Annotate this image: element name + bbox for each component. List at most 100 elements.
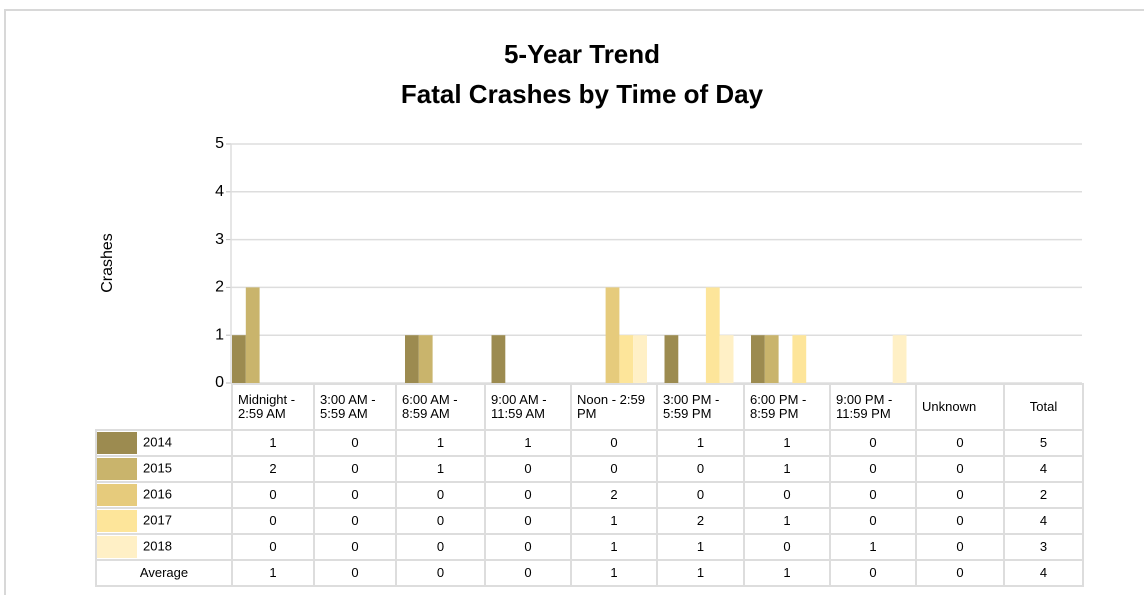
table-cell: 1 [743, 429, 831, 457]
table-cell: 1 [570, 507, 658, 535]
table-row: 2017 0 0 0 0 1 2 1 0 0 4 [95, 507, 1084, 535]
chart-subtitle: Fatal Crashes by Time of Day [401, 79, 764, 109]
table-cell: 0 [313, 507, 397, 535]
table-cell: 1 [484, 429, 572, 457]
table-cell: 0 [829, 455, 917, 483]
column-header: 9:00 AM - 11:59 AM [484, 383, 572, 431]
table-row: 2015 2 0 1 0 0 0 1 0 0 4 [95, 455, 1084, 483]
table-cell: 0 [231, 481, 315, 509]
bar [764, 335, 779, 383]
frame [4, 9, 1144, 595]
table-cell: 0 [829, 429, 917, 457]
table-cell: 0 [915, 481, 1005, 509]
table-cell: 0 [313, 429, 397, 457]
table-row: 2018 0 0 0 0 1 1 0 1 0 3 [95, 533, 1084, 561]
y-tick-label: 0 [215, 374, 224, 391]
table-cell: 0 [656, 455, 745, 483]
table-cell: 3 [1003, 533, 1084, 561]
table-cell: 1 [231, 559, 315, 587]
table-cell: 0 [915, 559, 1005, 587]
table-cell: 2 [656, 507, 745, 535]
legend-swatch [97, 458, 137, 480]
table-cell: 0 [484, 559, 572, 587]
table-cell: 0 [313, 559, 397, 587]
table-cell: 0 [829, 481, 917, 509]
table-cell: 1 [395, 455, 486, 483]
y-tick-label: 3 [215, 231, 224, 248]
legend-swatch [97, 432, 137, 454]
table-cell: 1 [743, 455, 831, 483]
row-label: 2017 [95, 507, 233, 535]
legend-label: 2018 [143, 538, 172, 554]
legend-swatch [97, 510, 137, 532]
table-cell: 1 [829, 533, 917, 561]
legend-label: 2015 [143, 460, 172, 476]
table-cell: 0 [231, 507, 315, 535]
y-tick-label: 2 [215, 279, 224, 296]
bar [705, 287, 720, 383]
table-cell: 2 [570, 481, 658, 509]
table-row: 2014 1 0 1 1 0 1 1 0 0 5 [95, 429, 1084, 457]
table-cell: 0 [570, 455, 658, 483]
y-axis-label: Crashes [99, 233, 116, 293]
legend-label: 2017 [143, 512, 172, 528]
column-header: 6:00 PM - 8:59 PM [743, 383, 831, 431]
table-cell: 0 [395, 559, 486, 587]
table-cell: 5 [1003, 429, 1084, 457]
table-cell: 0 [395, 533, 486, 561]
bar [633, 335, 647, 383]
row-label: Average [95, 559, 233, 587]
chart-title: 5-Year Trend [504, 39, 660, 69]
table-cell: 0 [915, 455, 1005, 483]
table-cell: 1 [656, 429, 745, 457]
bar [605, 287, 620, 383]
table-cell: 0 [829, 507, 917, 535]
column-header: 3:00 AM - 5:59 AM [313, 383, 397, 431]
table-cell: 0 [484, 455, 572, 483]
corner [96, 384, 233, 431]
table-cell: 0 [829, 559, 917, 587]
column-header: Noon - 2:59 PM [570, 383, 658, 431]
table-cell: 0 [484, 533, 572, 561]
legend-swatch [97, 536, 137, 558]
table-cell: 0 [395, 481, 486, 509]
data-table: Midnight - 2:59 AM 3:00 AM - 5:59 AM 6:00 … [95, 383, 1084, 587]
table-cell: 0 [231, 533, 315, 561]
legend-label: 2014 [143, 434, 172, 450]
bar [719, 335, 734, 383]
table-row: Average 1 0 0 0 1 1 1 0 0 4 [95, 559, 1084, 587]
bar [664, 335, 679, 383]
table-cell: 1 [570, 533, 658, 561]
table-cell: 0 [484, 507, 572, 535]
row-label: 2014 [95, 429, 233, 457]
y-tick-label: 1 [215, 326, 224, 343]
column-header: 3:00 PM - 5:59 PM [656, 383, 745, 431]
table-cell: 4 [1003, 559, 1084, 587]
column-header: 6:00 AM - 8:59 AM [395, 383, 486, 431]
legend-label: 2016 [143, 486, 172, 502]
bar [892, 335, 907, 383]
column-header: 9:00 PM - 11:59 PM [829, 383, 917, 431]
table-cell: 0 [484, 481, 572, 509]
column-header: Total [1003, 383, 1084, 431]
table-cell: 1 [743, 507, 831, 535]
table-cell: 2 [1003, 481, 1084, 509]
bar [792, 335, 807, 383]
bar [405, 335, 419, 383]
table-cell: 1 [231, 429, 315, 457]
legend-swatch [97, 484, 137, 506]
table-cell: 0 [915, 533, 1005, 561]
table-cell: 1 [743, 559, 831, 587]
column-header: Unknown [915, 383, 1005, 431]
table-cell: 0 [915, 429, 1005, 457]
table-cell: 0 [313, 455, 397, 483]
table-cell: 4 [1003, 507, 1084, 535]
row-label: 2018 [95, 533, 233, 561]
table-cell: 4 [1003, 455, 1084, 483]
table-cell: 0 [743, 533, 831, 561]
y-tick-label: 5 [215, 135, 224, 152]
table-cell: 0 [395, 507, 486, 535]
table-row: Midnight - 2:59 AM 3:00 AM - 5:59 AM 6:00 … [96, 383, 1084, 431]
